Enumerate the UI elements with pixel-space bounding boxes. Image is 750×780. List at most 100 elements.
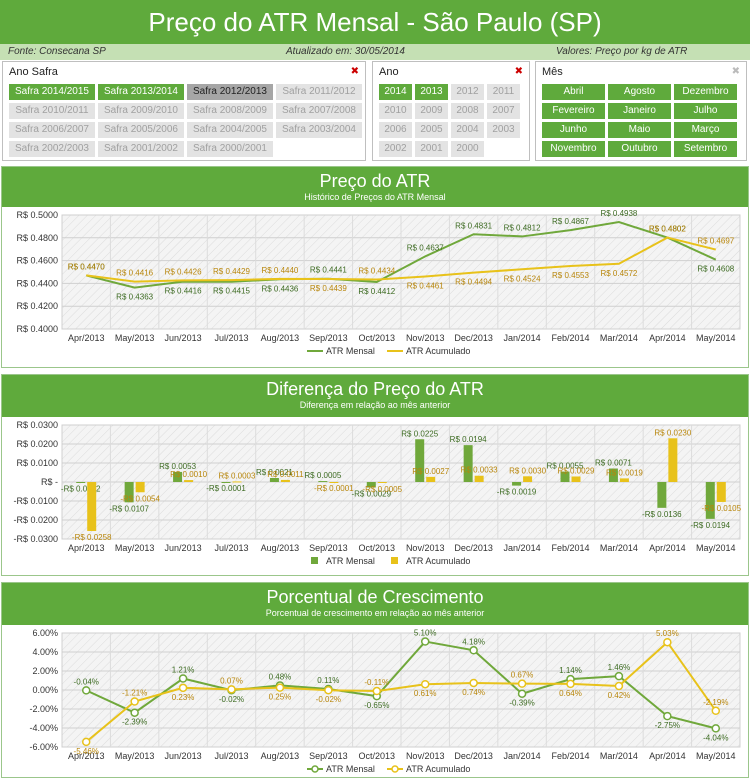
slicer-button-2008[interactable]: 2008: [451, 103, 484, 119]
slicer-button-2007[interactable]: 2007: [487, 103, 520, 119]
source-text: Fonte: Consecana SP: [8, 46, 106, 57]
slicer-button-maio[interactable]: Maio: [608, 122, 671, 138]
slicer-button-abril[interactable]: Abril: [542, 84, 605, 100]
data-label: 0.74%: [462, 688, 485, 697]
data-label: 4.18%: [462, 637, 485, 646]
data-label: -0.04%: [74, 677, 99, 686]
bar-mensal: [463, 445, 473, 482]
slicer-button-2002[interactable]: 2002: [379, 141, 412, 157]
slicer-button-2011[interactable]: 2011: [487, 84, 520, 100]
data-label: 0.64%: [559, 689, 582, 698]
series-line-mensal: [85, 640, 717, 730]
slicer-button-outubro[interactable]: Outubro: [608, 141, 671, 157]
legend-label: ATR Mensal: [326, 346, 375, 356]
series-line-acumulado: [86, 236, 717, 283]
chart-panel-diferenca: Diferença do Preço do ATR Diferença em r…: [1, 374, 749, 576]
slicer-button-novembro[interactable]: Novembro: [542, 141, 605, 157]
slicer-button-mar-o[interactable]: Março: [674, 122, 737, 138]
slicer-button-safra-2013-2014[interactable]: Safra 2013/2014: [98, 84, 184, 100]
slicer-button-agosto[interactable]: Agosto: [608, 84, 671, 100]
data-label: -2.39%: [122, 718, 147, 727]
clear-filter-icon[interactable]: ✖: [514, 66, 523, 77]
slicer-button-safra-2004-2005[interactable]: Safra 2004/2005: [187, 122, 273, 138]
data-label: -0.02%: [316, 695, 341, 704]
y-tick-label: R$ 0.4200: [16, 301, 58, 311]
clear-filter-icon[interactable]: ✖: [350, 66, 359, 77]
x-tick-label: Apr/2013: [68, 333, 105, 343]
slicer-button-2009[interactable]: 2009: [415, 103, 448, 119]
data-label: R$ 0.4470: [68, 262, 105, 271]
data-label: R$ 0.0021: [256, 468, 293, 477]
slicer-button-fevereiro[interactable]: Fevereiro: [542, 103, 605, 119]
slicer-button-2006[interactable]: 2006: [379, 122, 412, 138]
x-tick-label: Mar/2014: [600, 543, 638, 553]
slicer-button-2004[interactable]: 2004: [451, 122, 484, 138]
data-label: R$ 0.4608: [697, 265, 734, 274]
bar-mensal: [269, 478, 279, 482]
data-point: [711, 724, 721, 733]
slicer-button-2003[interactable]: 2003: [487, 122, 520, 138]
slicer-button-2010[interactable]: 2010: [379, 103, 412, 119]
slicer-button-julho[interactable]: Julho: [674, 103, 737, 119]
data-label: R$ 0.4434: [358, 267, 395, 276]
bar-mensal: [512, 482, 522, 486]
slicer-button-safra-2014-2015[interactable]: Safra 2014/2015: [9, 84, 95, 100]
data-label: R$ 0.4831: [455, 221, 492, 230]
clear-filter-icon: ✖: [731, 66, 740, 77]
slicer-button-setembro[interactable]: Setembro: [674, 141, 737, 157]
data-point: [227, 685, 236, 694]
slicer-button-safra-2002-2003[interactable]: Safra 2002/2003: [9, 141, 95, 157]
slicer-button-2013[interactable]: 2013: [415, 84, 448, 100]
x-tick-label: Feb/2014: [551, 751, 589, 761]
slicer-button-2001[interactable]: 2001: [415, 141, 448, 157]
slicer-button-2014[interactable]: 2014: [379, 84, 412, 100]
data-label: 0.07%: [220, 676, 243, 685]
data-label: -R$ 0.0029: [351, 490, 391, 499]
data-label: -R$ 0.0194: [690, 521, 730, 530]
legend-label: ATR Mensal: [326, 764, 375, 774]
slicer-button-safra-2006-2007[interactable]: Safra 2006/2007: [9, 122, 95, 138]
data-label: R$ 0.4429: [213, 267, 250, 276]
slicer-button-2012[interactable]: 2012: [451, 84, 484, 100]
x-tick-label: May/2013: [115, 751, 155, 761]
data-label: R$ 0.4426: [165, 267, 202, 276]
x-tick-label: Jan/2014: [504, 333, 541, 343]
slicer-button-safra-2009-2010[interactable]: Safra 2009/2010: [98, 103, 184, 119]
y-tick-label: R$ 0.4600: [16, 256, 58, 266]
slicer-button-dezembro[interactable]: Dezembro: [674, 84, 737, 100]
slicer-button-safra-2000-2001[interactable]: Safra 2000/2001: [187, 141, 273, 157]
data-label: -R$ 0.0005: [362, 485, 402, 494]
slicer-button-junho[interactable]: Junho: [542, 122, 605, 138]
chart-subtitle: Histórico de Preços do ATR Mensal: [304, 192, 446, 202]
slicer-button-safra-2003-2004[interactable]: Safra 2003/2004: [276, 122, 362, 138]
slicer-button-safra-2011-2012[interactable]: Safra 2011/2012: [276, 84, 362, 100]
data-label: -R$ 0.0001: [206, 484, 246, 493]
chart-subtitle: Diferença em relação ao mês anterior: [299, 400, 451, 410]
slicer-button-2000[interactable]: 2000: [451, 141, 484, 157]
slicer-button-janeiro[interactable]: Janeiro: [608, 103, 671, 119]
y-tick-label: R$ 0.0100: [16, 458, 58, 468]
slicer-button-safra-2005-2006[interactable]: Safra 2005/2006: [98, 122, 184, 138]
data-label: R$ 0.0225: [401, 429, 438, 438]
data-label: 0.23%: [172, 693, 195, 702]
slicer-items: Safra 2014/2015 Safra 2013/2014 Safra 2012…: [9, 84, 362, 157]
x-tick-label: Feb/2014: [551, 333, 589, 343]
data-label: -0.39%: [509, 699, 534, 708]
chart-header: Diferença do Preço do ATR Diferença em r…: [2, 375, 748, 417]
data-label: -4.04%: [703, 733, 728, 742]
chart-subtitle: Porcentual de crescimento em relação ao …: [265, 608, 485, 618]
data-point: [372, 686, 382, 696]
x-tick-label: May/2013: [115, 333, 155, 343]
data-label: R$ 0.0029: [558, 466, 595, 475]
slicer-button-safra-2001-2002[interactable]: Safra 2001/2002: [98, 141, 184, 157]
data-label: R$ 0.4470: [68, 262, 105, 271]
slicer-button-2005[interactable]: 2005: [415, 122, 448, 138]
slicer-button-safra-2008-2009[interactable]: Safra 2008/2009: [187, 103, 273, 119]
x-tick-label: Sep/2013: [309, 543, 348, 553]
slicer-title: Ano: [379, 66, 399, 78]
slicer-button-safra-2012-2013[interactable]: Safra 2012/2013: [187, 84, 273, 100]
series-line-mensal: [85, 221, 717, 289]
data-point: [663, 637, 672, 647]
slicer-button-safra-2007-2008[interactable]: Safra 2007/2008: [276, 103, 362, 119]
slicer-button-safra-2010-2011[interactable]: Safra 2010/2011: [9, 103, 95, 119]
